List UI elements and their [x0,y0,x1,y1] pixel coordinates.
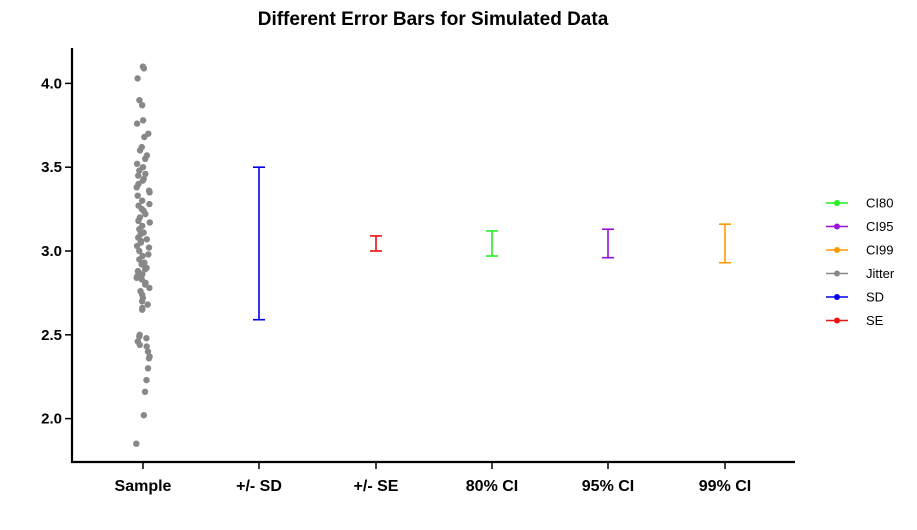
error-bar-ci80 [486,230,498,257]
jitter-point [136,147,144,154]
legend-label: SE [866,313,884,328]
jitter-point [133,242,141,250]
jitter-point [143,343,150,350]
x-tick-label: +/- SD [236,478,282,495]
plot-area: 2.0 2.5 3.0 3.5 4.0 Sample +/- SD +/- SE 80% CI 9… [41,48,795,495]
jitter-point [139,117,147,124]
legend-marker [834,294,840,300]
jitter-point [145,355,153,362]
jitter-point [139,271,146,278]
x-tick-label: Sample [115,478,172,495]
y-tick-label: 2.0 [41,411,62,428]
jitter-point [144,348,152,355]
legend-marker [834,247,840,253]
jitter-point [143,335,150,342]
jitter-point [133,274,140,281]
jitter-point [146,284,153,292]
legend-item-sd: SD [826,290,884,305]
jitter-point [141,266,149,273]
legend-label: CI95 [866,219,893,234]
jitter-point [145,244,153,251]
legend-marker [834,270,840,277]
jitter-point [140,65,148,72]
jitter-point [146,200,153,208]
jitter-point [133,184,140,191]
legend: CI80 CI95 CI99 Jitter SD SE [826,196,895,328]
error-bar-ci95 [602,228,614,259]
jitter-point [145,251,152,258]
jitter-point [146,219,153,226]
jitter-point [139,102,146,109]
jitter-point [136,167,143,174]
legend-item-ci95: CI95 [826,219,893,234]
jitter-point [138,298,146,305]
jitter-point [146,189,153,196]
chart-title: Different Error Bars for Simulated Data [258,9,609,30]
jitter-point [139,177,146,184]
legend-item-ci80: CI80 [826,196,893,211]
x-tick-label: 99% CI [699,478,751,495]
legend-label: CI80 [866,196,893,211]
error-bar-ci99 [719,223,731,264]
legend-item-ci99: CI99 [826,243,893,258]
jitter-point [140,412,147,419]
jitter-point [144,365,152,372]
error-bar-se [370,235,382,252]
jitter-point [141,281,149,288]
y-tick-label: 4.0 [41,75,62,92]
jitter-point [142,170,149,178]
jitter-point [136,247,143,255]
error-bar-sd [253,166,265,321]
jitter-point [135,217,142,224]
jitter-point [144,301,151,308]
jitter-point [134,75,141,82]
jitter-point [143,376,150,384]
y-tick-label: 3.5 [41,159,62,176]
legend-marker [834,317,840,324]
jitter-point [136,97,143,104]
jitter-point [141,388,149,395]
y-tick-label: 2.5 [41,327,62,344]
x-tick-label: 80% CI [466,478,518,495]
x-tick-label: 95% CI [582,478,634,495]
jitter-point [141,133,148,141]
jitter-point [133,160,141,167]
y-tick-label: 3.0 [41,243,62,260]
jitter-point [136,226,143,233]
jitter-point [136,256,143,263]
jitter-point [136,333,143,340]
jitter-point [134,192,141,199]
legend-marker [834,200,840,206]
jitter-point [136,341,143,349]
jitter-point [142,210,149,218]
jitter-point [135,172,142,179]
jitter-point [139,306,146,313]
jitter-point [133,440,140,447]
legend-item-jitter: Jitter [826,266,895,281]
x-tick-label: +/- SE [354,478,399,495]
jitter-point [138,261,145,268]
jitter-point [133,120,141,127]
legend-marker [834,223,840,230]
legend-item-se: SE [826,313,884,328]
jitter-point [142,155,149,162]
jitter-point [143,236,150,243]
jitter-point [139,197,146,204]
legend-label: Jitter [866,266,895,281]
legend-label: SD [866,290,884,305]
legend-label: CI99 [866,243,893,258]
